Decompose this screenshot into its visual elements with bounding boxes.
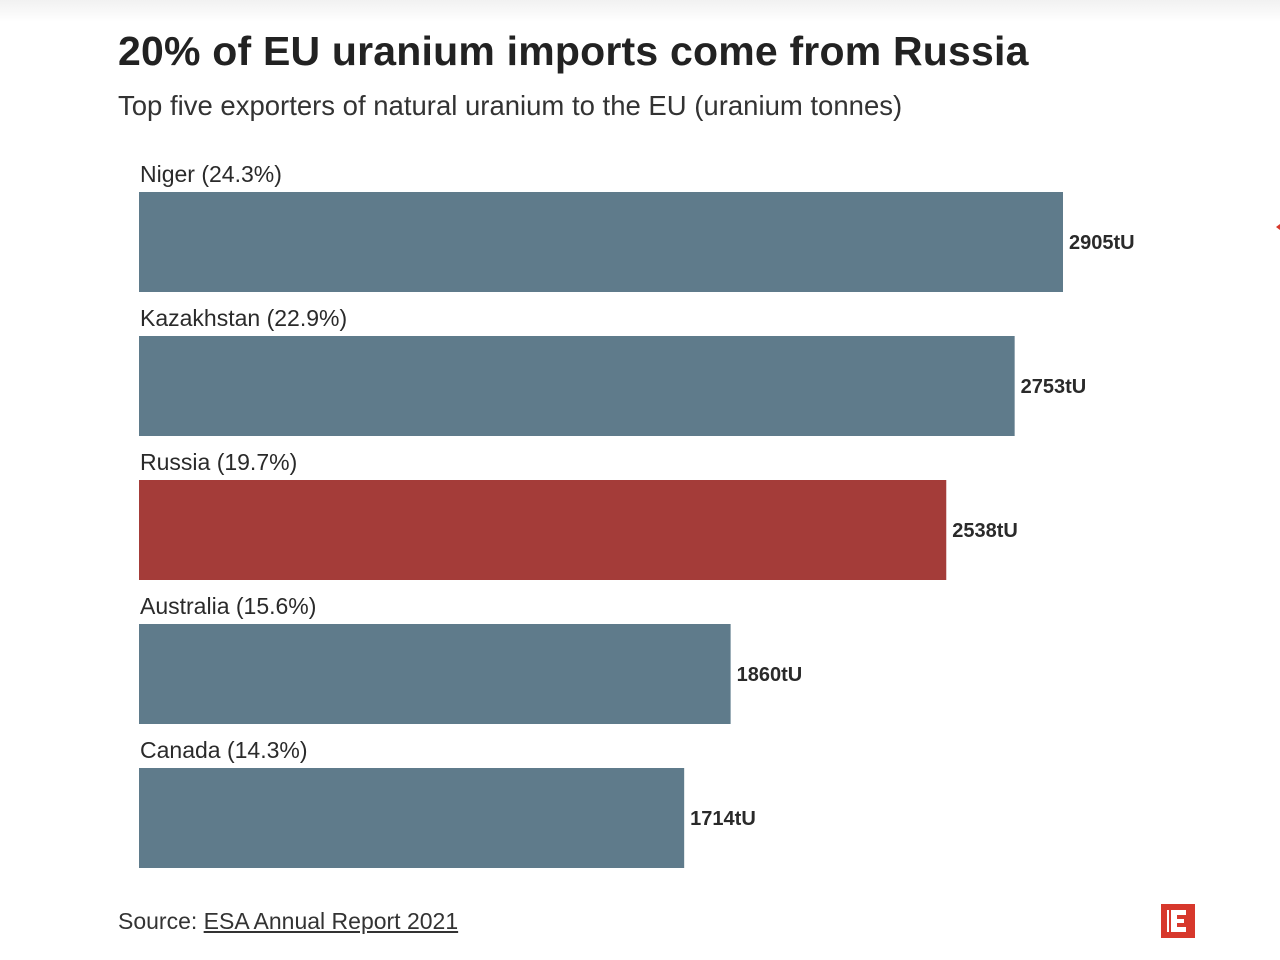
value-label: 2753tU xyxy=(1021,376,1087,398)
bar xyxy=(139,336,1015,436)
edge-marker-icon xyxy=(1276,224,1280,230)
source-prefix: Source: xyxy=(118,908,204,934)
value-label: 2538tU xyxy=(952,520,1018,542)
chart-subtitle: Top five exporters of natural uranium to… xyxy=(118,90,903,121)
value-label: 2905tU xyxy=(1069,232,1135,254)
publisher-e-logo-icon xyxy=(1161,904,1195,938)
category-label: Canada (14.3%) xyxy=(140,737,308,763)
source-link[interactable]: ESA Annual Report 2021 xyxy=(203,908,459,934)
source-note: Source: ESA Annual Report 2021 xyxy=(118,908,458,935)
top-shadow-bar xyxy=(0,0,1280,22)
category-label: Russia (19.7%) xyxy=(140,449,297,475)
category-label: Australia (15.6%) xyxy=(140,593,316,619)
bar xyxy=(139,480,947,580)
value-label: 1714tU xyxy=(690,808,756,830)
bar xyxy=(139,192,1063,292)
category-label: Kazakhstan (22.9%) xyxy=(140,305,347,331)
chart-title: 20% of EU uranium imports come from Russ… xyxy=(118,28,1029,74)
category-label: Niger (24.3%) xyxy=(140,161,282,187)
value-label: 1860tU xyxy=(737,664,803,686)
bar xyxy=(139,768,685,868)
bar xyxy=(139,624,731,724)
bar-chart: Niger (24.3%) 2905tU Kazakhstan (22.9%) 275… xyxy=(139,161,1135,868)
